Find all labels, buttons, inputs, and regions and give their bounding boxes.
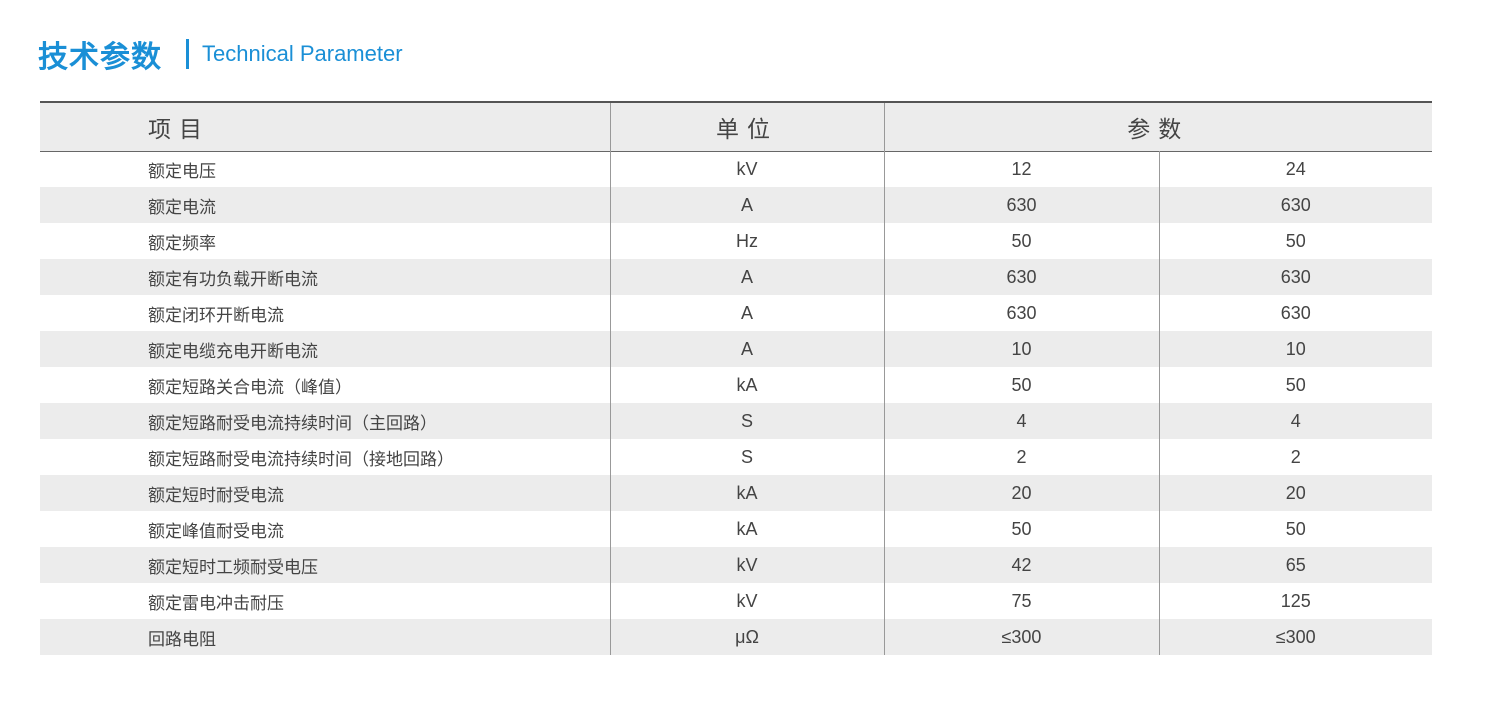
- cell-value-2: 630: [1158, 259, 1432, 295]
- cell-value-1: 630: [883, 295, 1159, 331]
- table-row: 额定电压 kV 12 24: [40, 151, 1432, 187]
- cell-value-1: ≤300: [883, 619, 1159, 655]
- cell-unit: kA: [609, 475, 884, 511]
- cell-value-2: 630: [1158, 187, 1432, 223]
- cell-value-2: 630: [1158, 295, 1432, 331]
- table-row: 额定短路关合电流（峰值） kA 50 50: [40, 367, 1432, 403]
- cell-value-1: 42: [883, 547, 1159, 583]
- cell-value-1: 630: [883, 259, 1159, 295]
- cell-value-2: ≤300: [1158, 619, 1432, 655]
- cell-value-1: 50: [883, 223, 1159, 259]
- cell-value-1: 10: [883, 331, 1159, 367]
- cell-value-1: 20: [883, 475, 1159, 511]
- cell-item: 额定短时耐受电流: [148, 485, 284, 506]
- header-item: 项目: [148, 116, 210, 143]
- heading-divider: [186, 39, 189, 69]
- cell-item: 额定有功负载开断电流: [148, 269, 318, 290]
- table-row: 额定短路耐受电流持续时间（主回路） S 4 4: [40, 403, 1432, 439]
- table-row: 额定短时工频耐受电压 kV 42 65: [40, 547, 1432, 583]
- cell-value-1: 2: [883, 439, 1159, 475]
- cell-unit: Hz: [609, 223, 884, 259]
- table-row: 额定频率 Hz 50 50: [40, 223, 1432, 259]
- table-row: 回路电阻 μΩ ≤300 ≤300: [40, 619, 1432, 655]
- cell-value-1: 50: [883, 511, 1159, 547]
- cell-item: 回路电阻: [148, 629, 216, 650]
- table-row: 额定短时耐受电流 kA 20 20: [40, 475, 1432, 511]
- cell-unit: A: [609, 331, 884, 367]
- cell-unit: A: [609, 187, 884, 223]
- heading-zh: 技术参数: [38, 40, 162, 75]
- table-row: 额定短路耐受电流持续时间（接地回路） S 2 2: [40, 439, 1432, 475]
- cell-unit: μΩ: [609, 619, 884, 655]
- cell-value-1: 630: [883, 187, 1159, 223]
- technical-parameter-table: 项目 单位 参数 额定电压 kV 12 24 额定电流 A 630 630 额定频率 Hz 50 50…: [40, 101, 1432, 655]
- cell-unit: A: [609, 295, 884, 331]
- cell-value-2: 125: [1158, 583, 1432, 619]
- cell-item: 额定频率: [148, 233, 216, 254]
- cell-unit: S: [609, 403, 884, 439]
- cell-item: 额定电缆充电开断电流: [148, 341, 318, 362]
- cell-item: 额定峰值耐受电流: [148, 521, 284, 542]
- cell-value-2: 2: [1158, 439, 1432, 475]
- cell-value-2: 24: [1158, 151, 1432, 187]
- cell-value-1: 4: [883, 403, 1159, 439]
- cell-item: 额定电压: [148, 161, 216, 182]
- cell-item: 额定短时工频耐受电压: [148, 557, 318, 578]
- cell-unit: kA: [609, 511, 884, 547]
- cell-value-2: 4: [1158, 403, 1432, 439]
- cell-unit: kV: [609, 151, 884, 187]
- cell-item: 额定短路耐受电流持续时间（接地回路）: [148, 449, 454, 470]
- cell-value-2: 10: [1158, 331, 1432, 367]
- header-unit: 单位: [609, 102, 884, 151]
- cell-item: 额定电流: [148, 197, 216, 218]
- cell-value-2: 50: [1158, 223, 1432, 259]
- table-row: 额定电流 A 630 630: [40, 187, 1432, 223]
- table-row: 额定电缆充电开断电流 A 10 10: [40, 331, 1432, 367]
- cell-unit: kV: [609, 583, 884, 619]
- cell-unit: A: [609, 259, 884, 295]
- section-heading: 技术参数 Technical Parameter: [38, 34, 403, 75]
- table-row: 额定闭环开断电流 A 630 630: [40, 295, 1432, 331]
- cell-unit: S: [609, 439, 884, 475]
- cell-item: 额定短路耐受电流持续时间（主回路）: [148, 413, 437, 434]
- cell-unit: kA: [609, 367, 884, 403]
- cell-unit: kV: [609, 547, 884, 583]
- cell-item: 额定雷电冲击耐压: [148, 593, 284, 614]
- cell-item: 额定短路关合电流（峰值）: [148, 377, 352, 398]
- cell-value-2: 50: [1158, 367, 1432, 403]
- cell-value-1: 50: [883, 367, 1159, 403]
- cell-value-1: 75: [883, 583, 1159, 619]
- table-header-row: 项目 单位 参数: [40, 102, 1432, 151]
- table-row: 额定雷电冲击耐压 kV 75 125: [40, 583, 1432, 619]
- cell-value-2: 65: [1158, 547, 1432, 583]
- table-row: 额定峰值耐受电流 kA 50 50: [40, 511, 1432, 547]
- cell-item: 额定闭环开断电流: [148, 305, 284, 326]
- cell-value-2: 50: [1158, 511, 1432, 547]
- heading-en: Technical Parameter: [202, 41, 403, 66]
- header-params: 参数: [883, 102, 1432, 151]
- cell-value-1: 12: [883, 151, 1159, 187]
- cell-value-2: 20: [1158, 475, 1432, 511]
- table-row: 额定有功负载开断电流 A 630 630: [40, 259, 1432, 295]
